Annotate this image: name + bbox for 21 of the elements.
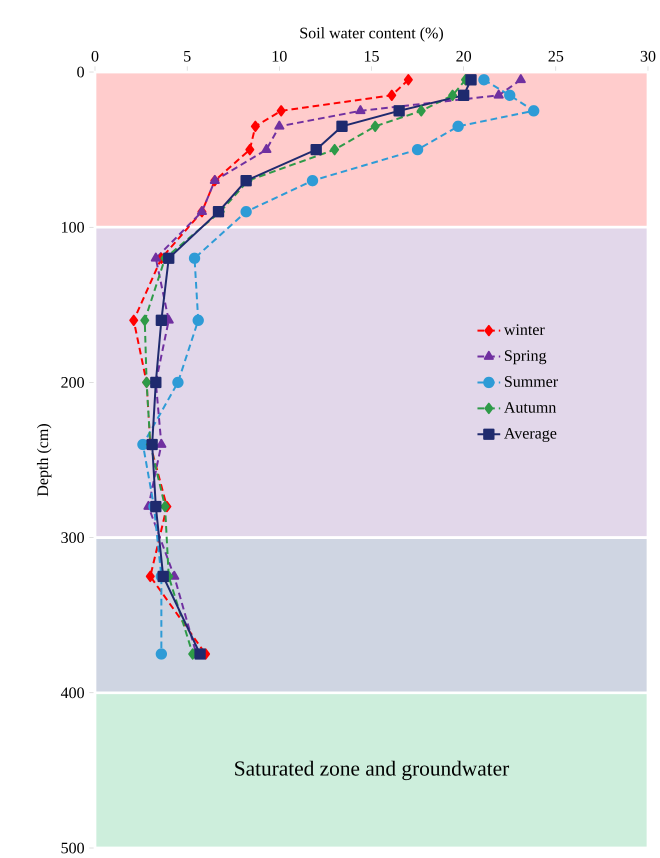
legend-label: Spring bbox=[504, 350, 546, 364]
y-axis-title: Depth (cm) bbox=[36, 424, 52, 496]
x-tick-label: 25 bbox=[548, 50, 563, 62]
y-tick-label: 0 bbox=[77, 66, 84, 78]
x-tick-label: 15 bbox=[364, 50, 379, 62]
y-tick-label: 200 bbox=[61, 377, 84, 388]
legend-label: Autumn bbox=[504, 402, 556, 413]
y-tick-label: 300 bbox=[61, 532, 84, 543]
y-tick-label: 100 bbox=[62, 222, 84, 233]
x-tick-label: 0 bbox=[91, 50, 98, 62]
legend-label: Summer bbox=[504, 376, 558, 387]
y-tick-label: 500 bbox=[61, 842, 84, 854]
legend-label: winter bbox=[504, 324, 544, 336]
y-tick-label: 400 bbox=[60, 687, 84, 698]
x-tick-label: 20 bbox=[456, 50, 471, 62]
x-tick-label: 10 bbox=[272, 50, 287, 62]
x-tick-label: 5 bbox=[184, 50, 190, 62]
x-tick-label: 30 bbox=[640, 50, 656, 62]
x-axis-title: Soil water content (%) bbox=[300, 27, 443, 42]
legend-label: Average bbox=[504, 428, 556, 442]
band-label: Saturated zone and groundwater bbox=[234, 760, 509, 780]
